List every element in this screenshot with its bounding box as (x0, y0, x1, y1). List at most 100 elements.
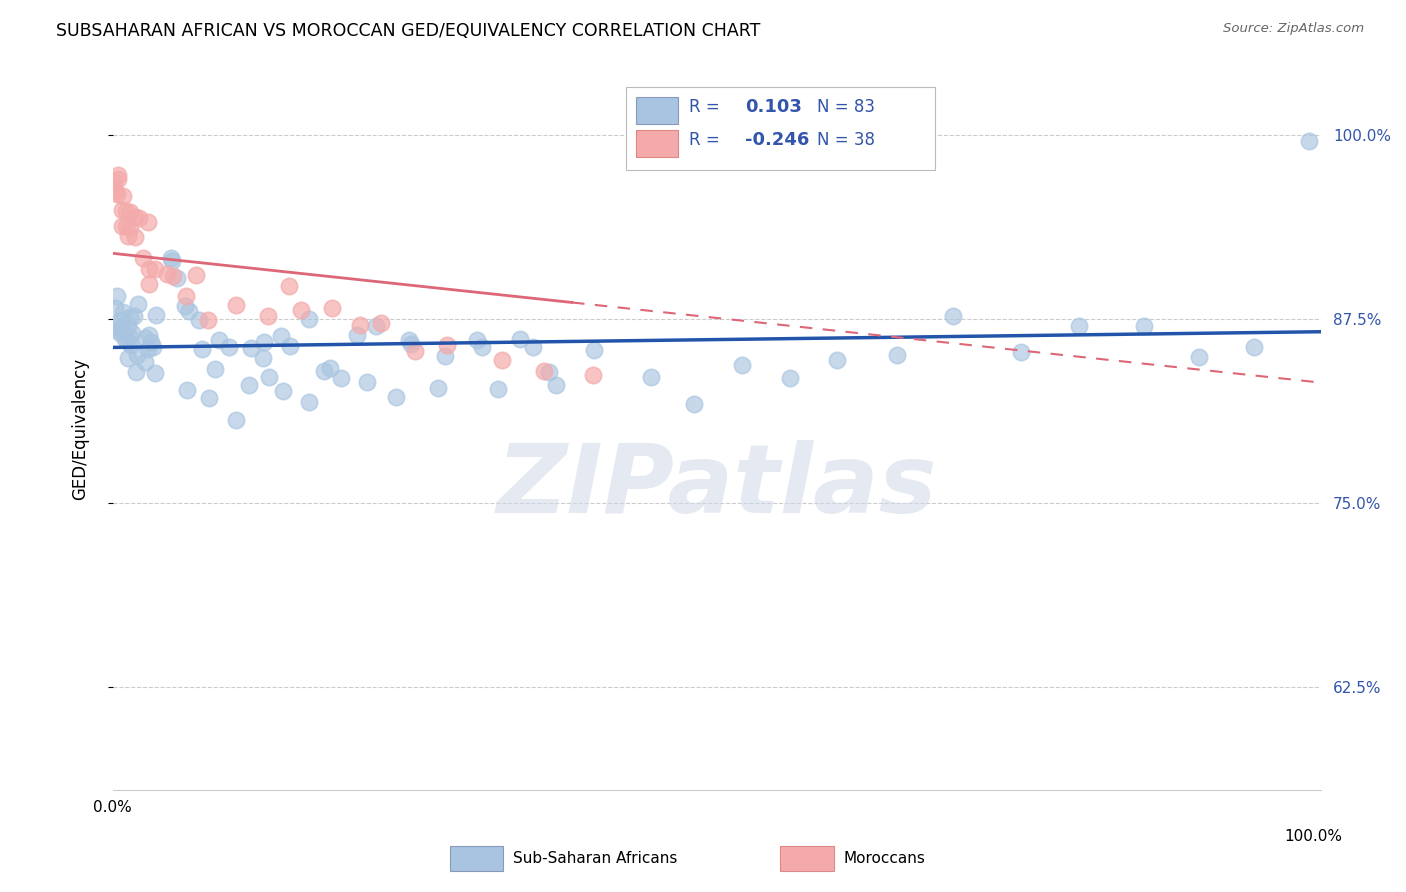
Point (730, 359, 752, 373)
Point (270, 329, 292, 343)
Point (131, 252, 153, 266)
Point (1298, 134, 1320, 148)
Point (125, 365, 148, 379)
Point (138, 215, 160, 229)
Point (827, 352, 849, 367)
Point (399, 336, 422, 351)
Point (1243, 340, 1265, 354)
Point (257, 309, 280, 323)
Point (278, 339, 301, 353)
Point (121, 326, 143, 340)
Point (349, 318, 371, 333)
Point (117, 319, 139, 334)
Point (240, 342, 263, 356)
Point (117, 351, 139, 365)
Point (290, 303, 312, 318)
Point (312, 364, 335, 378)
Point (427, 382, 450, 396)
Text: Sub-Saharan Africans: Sub-Saharan Africans (513, 851, 678, 865)
Point (125, 348, 148, 362)
Point (225, 413, 247, 427)
Point (141, 334, 163, 349)
Point (779, 371, 801, 385)
Point (321, 301, 343, 316)
Point (160, 253, 183, 268)
Point (225, 298, 247, 312)
Point (114, 332, 136, 346)
Point (118, 310, 141, 325)
Point (208, 333, 231, 347)
Point (188, 313, 211, 327)
Point (107, 172, 129, 186)
Point (1010, 345, 1032, 359)
Text: Moroccans: Moroccans (844, 851, 925, 865)
Point (160, 251, 183, 265)
Point (253, 334, 276, 349)
Point (1188, 350, 1211, 364)
Point (105, 186, 128, 201)
Point (107, 169, 129, 183)
Point (257, 369, 280, 384)
Point (640, 369, 662, 384)
Point (124, 211, 146, 225)
Text: SUBSAHARAN AFRICAN VS MOROCCAN GED/EQUIVALENCY CORRELATION CHART: SUBSAHARAN AFRICAN VS MOROCCAN GED/EQUIV… (56, 22, 761, 40)
Point (491, 353, 513, 368)
Point (197, 313, 219, 327)
Point (127, 297, 149, 311)
Text: R =: R = (689, 131, 720, 149)
Point (103, 175, 125, 189)
Point (204, 362, 226, 376)
Text: -0.246: -0.246 (745, 131, 810, 149)
Text: R =: R = (689, 98, 720, 116)
FancyBboxPatch shape (636, 130, 678, 157)
Point (346, 327, 368, 342)
Point (356, 376, 378, 390)
Point (117, 328, 139, 343)
Point (942, 309, 965, 323)
Point (111, 202, 134, 217)
Point (465, 334, 488, 348)
Point (544, 378, 567, 392)
Point (124, 230, 146, 244)
Point (509, 332, 531, 346)
Point (174, 289, 197, 303)
Point (110, 321, 132, 335)
Point (174, 299, 197, 313)
Point (138, 262, 160, 277)
Text: N = 83: N = 83 (817, 98, 876, 116)
Point (318, 361, 340, 376)
Point (118, 204, 141, 219)
Point (162, 268, 184, 283)
FancyBboxPatch shape (636, 96, 678, 124)
Point (143, 366, 166, 380)
Point (398, 333, 420, 347)
Point (110, 313, 132, 327)
Point (117, 228, 139, 243)
Point (122, 309, 145, 323)
Point (105, 318, 128, 333)
Point (176, 383, 198, 397)
Point (298, 311, 321, 326)
Point (128, 211, 150, 225)
Point (682, 396, 704, 410)
Point (184, 268, 207, 282)
Point (385, 391, 408, 405)
Point (533, 364, 555, 378)
Point (278, 278, 301, 293)
Point (111, 305, 134, 319)
Point (238, 378, 260, 392)
Point (166, 271, 188, 285)
Point (218, 340, 240, 354)
Point (107, 323, 129, 337)
Point (114, 204, 136, 219)
Point (364, 319, 387, 334)
Point (138, 277, 160, 291)
Text: 100.0%: 100.0% (1285, 830, 1343, 844)
Point (198, 391, 221, 405)
Point (1133, 319, 1156, 334)
Point (404, 344, 426, 359)
Point (470, 340, 492, 354)
Point (104, 184, 127, 198)
Point (486, 382, 509, 396)
Point (145, 308, 167, 322)
